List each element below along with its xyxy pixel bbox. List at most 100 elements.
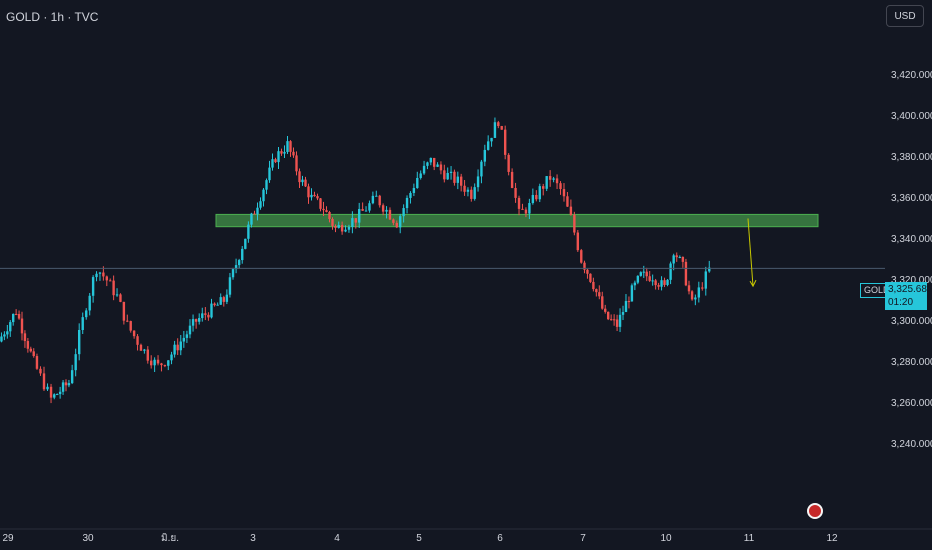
candle-body xyxy=(20,318,24,334)
candle-body xyxy=(453,171,456,183)
candle-body xyxy=(204,313,207,315)
candle-body xyxy=(395,222,398,228)
currency-button[interactable]: USD xyxy=(886,5,924,27)
candle-body xyxy=(237,260,241,266)
candle-body xyxy=(486,141,490,150)
candle-body xyxy=(286,141,289,152)
candle-body xyxy=(388,209,392,220)
candle-body xyxy=(95,273,98,278)
candle-body xyxy=(310,194,313,198)
candle-body xyxy=(26,341,30,349)
candle-body xyxy=(247,224,250,239)
candle-body xyxy=(331,218,334,226)
candle-body xyxy=(598,292,601,297)
candle-body xyxy=(621,312,625,315)
x-tick-label: 10 xyxy=(660,533,672,544)
candle-body xyxy=(446,172,449,180)
candle-body xyxy=(88,295,91,311)
y-tick-label: 3,340.000 xyxy=(891,234,932,245)
candle-body xyxy=(663,280,666,285)
candle-body xyxy=(146,349,149,361)
candle-body xyxy=(666,279,669,285)
candle-body xyxy=(538,186,541,200)
candle-body xyxy=(210,303,213,318)
candle-body xyxy=(112,280,115,296)
candle-body xyxy=(289,141,292,152)
y-axis-labels[interactable]: 3,240.000 3,260.000 3,280.000 3,300.000 3,32… xyxy=(891,70,932,450)
candle-body xyxy=(225,294,229,302)
y-tick-label: 3,280.000 xyxy=(891,357,932,368)
candle-body xyxy=(340,225,344,232)
candle-body xyxy=(439,164,443,171)
candle-body xyxy=(160,363,163,366)
candle-body xyxy=(592,281,595,290)
candle-body xyxy=(612,319,616,321)
candle-body xyxy=(182,337,186,342)
candle-body xyxy=(531,194,535,204)
resistance-zone[interactable] xyxy=(215,213,819,228)
candle-body xyxy=(56,394,59,396)
y-tick-label: 3,240.000 xyxy=(891,439,932,450)
candle-body xyxy=(589,273,592,282)
candle-body xyxy=(463,185,466,192)
candle-body xyxy=(456,176,460,183)
us-flag-event-icon[interactable] xyxy=(807,503,823,519)
candle-body xyxy=(645,271,648,277)
candle-body xyxy=(432,157,436,167)
candle-body xyxy=(657,285,660,287)
candle-body xyxy=(265,180,268,190)
candle-body xyxy=(12,313,15,323)
candle-body xyxy=(371,195,375,204)
candle-body xyxy=(483,149,487,162)
candle-body xyxy=(91,277,95,296)
candle-body xyxy=(648,276,651,281)
candle-body xyxy=(473,187,476,199)
candle-body xyxy=(325,210,328,212)
candle-body xyxy=(334,225,337,228)
candle-body xyxy=(39,368,42,374)
candle-body xyxy=(636,275,640,283)
candle-body xyxy=(429,157,433,163)
candle-body xyxy=(6,331,9,335)
candle-body xyxy=(143,349,146,351)
candle-body xyxy=(409,192,412,198)
candle-body xyxy=(129,321,132,331)
candle-body xyxy=(548,176,552,180)
candle-body xyxy=(660,280,663,287)
candle-body xyxy=(354,218,357,223)
candle-body xyxy=(29,348,32,352)
candle-body xyxy=(672,255,675,264)
candle-body xyxy=(490,137,493,142)
candle-body xyxy=(606,311,610,320)
y-tick-label: 3,380.000 xyxy=(891,152,932,163)
candle-body xyxy=(322,208,325,211)
candle-body xyxy=(250,213,253,225)
candle-body xyxy=(283,151,286,154)
candle-body xyxy=(651,280,654,282)
candle-body xyxy=(344,229,347,232)
candle-body xyxy=(545,176,548,189)
candle-body xyxy=(115,294,119,296)
projection-arrow[interactable] xyxy=(747,218,757,288)
candle-body xyxy=(0,336,3,342)
candle-body xyxy=(136,336,139,345)
candle-body xyxy=(361,208,364,211)
x-axis-labels[interactable]: 29 30 มิ.ย. 3 4 5 6 7 10 11 12 xyxy=(2,533,838,544)
candle-body xyxy=(35,356,39,369)
candle-body xyxy=(119,294,122,302)
current-price-label: 3,325.685 01:20 xyxy=(885,282,932,310)
candle-body xyxy=(378,195,381,206)
candle-body xyxy=(503,129,507,155)
candle-body xyxy=(630,285,634,302)
candle-body xyxy=(399,216,402,228)
candle-body xyxy=(17,314,21,319)
candle-body xyxy=(268,167,271,181)
candle-body xyxy=(9,322,12,332)
candle-body xyxy=(443,170,446,180)
x-tick-label: 11 xyxy=(744,533,755,544)
candle-body xyxy=(98,272,102,274)
candle-body xyxy=(573,214,576,233)
symbol-title[interactable]: GOLD · 1h · TVC xyxy=(6,10,99,24)
candle-body xyxy=(23,333,27,342)
